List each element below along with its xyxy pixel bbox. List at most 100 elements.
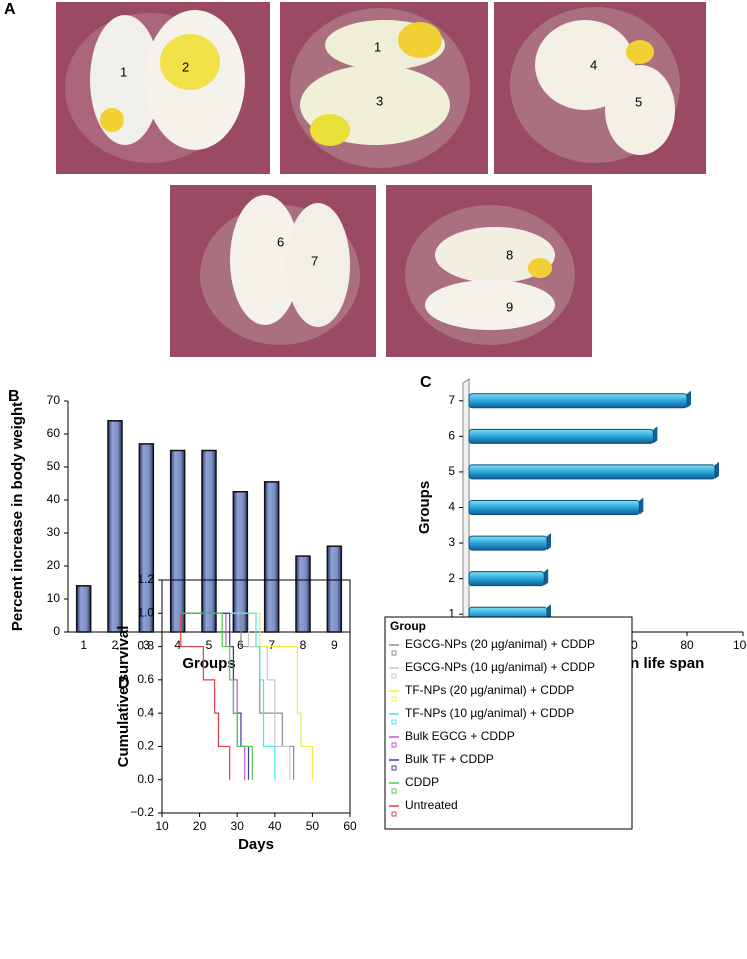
legend-marker [391,765,397,771]
bar [263,481,280,633]
x-axis-label: Days [238,836,274,853]
y-tick-label: 1 [448,606,455,620]
bar [326,545,343,633]
survival-line [180,613,231,780]
y-axis-label: Percent increase in body weight [9,402,26,631]
bar [232,491,249,633]
bar [107,420,123,633]
legend-title: Group [390,619,426,633]
bar-cap [639,497,644,515]
mouse-label: 9 [506,299,513,314]
bar-cap [544,568,549,586]
y-tick-label: 0.4 [137,705,154,719]
photo-panel: 1 2 1 3 4 5 6 7 8 9 [56,2,706,357]
y-tick-label: 1.2 [137,572,154,586]
mouse-label: 7 [311,253,318,268]
x-tick-label: 2 [112,638,119,652]
bar-cap [547,533,551,551]
y-axis-label: Groups [416,481,433,534]
panel-letter: C [420,374,432,391]
x-tick-label: 30 [231,819,245,833]
mouse-label: 2 [182,59,189,74]
legend-marker [391,719,397,725]
legend-label: TF-NPs (10 µg/animal) + CDDP [405,706,574,720]
mouse-label: 8 [506,247,513,262]
survival-line [180,612,276,780]
y-tick-label: 2 [448,571,455,585]
survival-line [180,612,313,780]
panel-letter: A [4,1,16,18]
bar [468,571,545,587]
legend-label: CDDP [405,775,439,789]
y-tick-label: 40 [47,492,61,506]
y-tick-label: 4 [448,500,455,514]
y-tick-label: 60 [47,426,61,440]
bar [75,585,92,633]
y-tick-label: 20 [47,558,61,572]
legend-marker [391,811,397,817]
x-tick-label: 4 [174,638,181,652]
y-tick-label: 0 [53,624,60,638]
bar [468,535,548,551]
axis-wall [462,378,470,633]
y-tick-label: 3 [448,535,455,549]
mouse-label: 1 [374,39,381,54]
x-tick-label: 40 [268,819,282,833]
survival-line [180,612,253,780]
y-tick-label: 6 [448,429,455,443]
y-tick-label: −0.2 [130,805,154,819]
x-tick-label: 20 [193,819,207,833]
x-tick-label: 50 [306,819,320,833]
x-tick-label: 80 [680,638,694,652]
bar-cap [687,390,691,408]
y-tick-label: 50 [47,459,61,473]
y-axis-label: Cumulative survival [115,626,132,768]
bar [468,500,640,515]
bar [201,449,217,633]
x-tick-label: 3 [143,638,150,652]
panel-letter: D [118,675,130,692]
bar [295,555,311,633]
survival-line [180,612,246,780]
legend-label: TF-NPs (20 µg/animal) + CDDP [405,683,574,697]
y-tick-label: 0.8 [137,639,154,653]
mouse-label: 3 [376,93,383,108]
legend-marker [391,673,397,679]
x-tick-label: 100 [733,638,747,652]
bar-cap [653,426,658,444]
bar [468,428,654,444]
mouse-label: 4 [590,57,597,72]
y-tick-label: 5 [448,464,455,478]
legend-label: EGCG-NPs (10 µg/animal) + CDDP [405,660,595,674]
x-tick-label: 8 [300,638,307,652]
mouse-label: 5 [635,94,642,109]
panel-letter: B [8,388,20,405]
bar [169,449,186,633]
x-tick-label: 1 [80,638,87,652]
y-tick-label: 0.0 [137,772,154,786]
y-tick-label: 1.0 [137,605,154,619]
legend-marker [391,742,397,748]
x-tick-label: 9 [331,638,338,652]
bar [468,393,688,409]
x-tick-label: 10 [155,819,169,833]
legend-marker [391,788,397,794]
y-tick-label: 30 [47,525,61,539]
y-tick-label: 0.6 [137,672,154,686]
y-tick-label: 70 [47,393,61,407]
mouse-label: 6 [277,234,284,249]
x-tick-label: 5 [206,638,213,652]
x-axis-label: Groups [182,655,235,672]
plot-frame [161,579,351,814]
legend [384,616,633,830]
legend-label: Untreated [405,798,458,812]
legend-label: EGCG-NPs (20 µg/animal) + CDDP [405,637,595,651]
legend-marker [391,696,397,702]
legend-marker [391,650,397,656]
mouse-label: 1 [120,64,127,79]
x-tick-label: 60 [343,819,357,833]
y-tick-label: 10 [47,591,61,605]
bar [468,464,716,480]
x-tick-label: 7 [268,638,275,652]
